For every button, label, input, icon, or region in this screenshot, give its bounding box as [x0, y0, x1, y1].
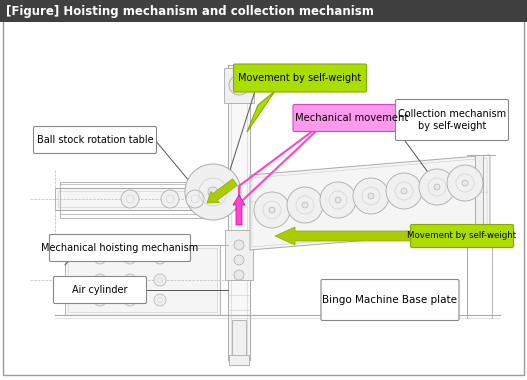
Circle shape — [447, 165, 483, 201]
Circle shape — [302, 202, 308, 208]
Circle shape — [320, 182, 356, 218]
Circle shape — [386, 173, 422, 209]
Circle shape — [161, 190, 179, 208]
Polygon shape — [247, 91, 275, 132]
Bar — [475, 155, 483, 245]
Circle shape — [254, 192, 290, 228]
Bar — [225, 230, 253, 280]
Circle shape — [434, 184, 440, 190]
Bar — [231, 68, 247, 358]
Circle shape — [462, 180, 468, 186]
FancyArrow shape — [207, 179, 237, 203]
Text: Ball stock rotation table: Ball stock rotation table — [37, 135, 153, 145]
Circle shape — [287, 187, 323, 223]
Bar — [60, 182, 212, 218]
Bar — [68, 248, 217, 312]
Bar — [65, 245, 220, 315]
Circle shape — [208, 187, 218, 197]
Bar — [232, 320, 246, 365]
Circle shape — [124, 294, 136, 306]
FancyBboxPatch shape — [411, 225, 513, 247]
Circle shape — [94, 252, 106, 264]
FancyBboxPatch shape — [50, 234, 190, 261]
Text: [Figure] Hoisting mechanism and collection mechanism: [Figure] Hoisting mechanism and collecti… — [6, 5, 374, 17]
Circle shape — [401, 188, 407, 194]
FancyBboxPatch shape — [34, 127, 157, 154]
Text: Mechanical hoisting mechanism: Mechanical hoisting mechanism — [42, 243, 199, 253]
Text: Movement by self-weight: Movement by self-weight — [407, 231, 516, 241]
Circle shape — [185, 164, 241, 220]
FancyArrow shape — [275, 227, 415, 245]
Circle shape — [335, 197, 341, 203]
Circle shape — [186, 190, 204, 208]
Circle shape — [121, 190, 139, 208]
Circle shape — [229, 75, 249, 95]
FancyBboxPatch shape — [321, 280, 459, 320]
FancyBboxPatch shape — [54, 277, 147, 304]
Text: Mechanical movement: Mechanical movement — [295, 113, 408, 123]
FancyBboxPatch shape — [233, 64, 366, 92]
Circle shape — [234, 255, 244, 265]
Circle shape — [234, 270, 244, 280]
FancyBboxPatch shape — [293, 105, 411, 131]
Text: Air cylinder: Air cylinder — [72, 285, 128, 295]
Circle shape — [269, 207, 275, 213]
Circle shape — [154, 294, 166, 306]
Circle shape — [154, 274, 166, 286]
Circle shape — [353, 178, 389, 214]
Text: Bingo Machine Base plate: Bingo Machine Base plate — [323, 295, 457, 305]
Bar — [229, 355, 249, 365]
Circle shape — [419, 169, 455, 205]
Text: Collection mechanism
by self-weight: Collection mechanism by self-weight — [398, 109, 506, 131]
Circle shape — [368, 193, 374, 199]
FancyArrow shape — [233, 195, 245, 225]
Circle shape — [94, 274, 106, 286]
Circle shape — [154, 252, 166, 264]
Circle shape — [94, 294, 106, 306]
Bar — [55, 188, 235, 210]
Bar — [0, 0, 527, 22]
Polygon shape — [250, 155, 490, 250]
Bar — [228, 65, 250, 360]
Bar — [58, 191, 232, 207]
Text: Movement by self-weight: Movement by self-weight — [238, 73, 362, 83]
FancyBboxPatch shape — [395, 100, 509, 141]
Circle shape — [234, 240, 244, 250]
Circle shape — [124, 252, 136, 264]
Bar — [224, 68, 254, 103]
Circle shape — [124, 274, 136, 286]
